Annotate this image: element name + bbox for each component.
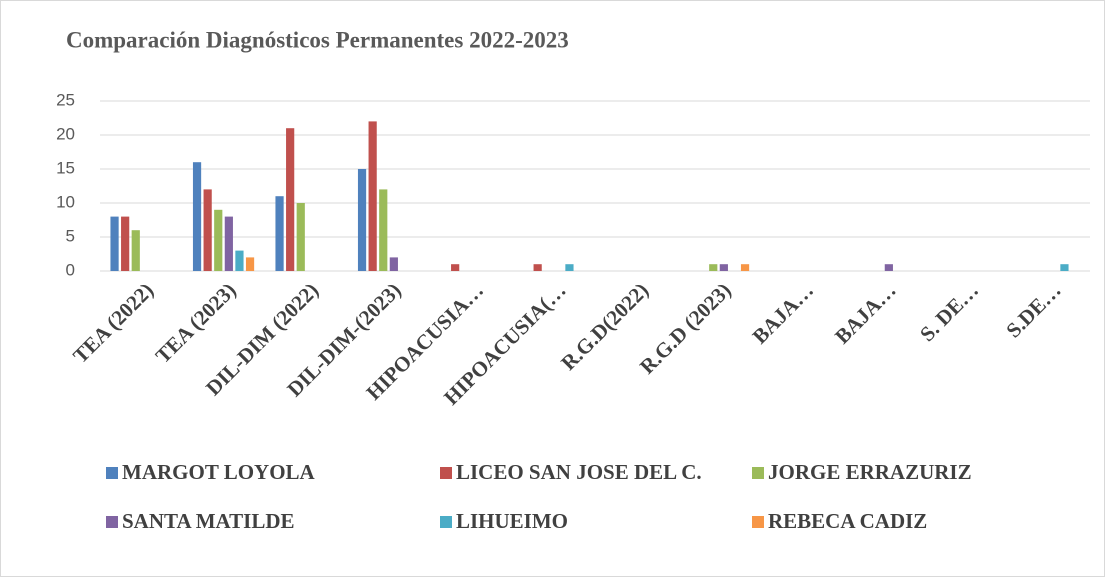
legend-label: MARGOT LOYOLA	[122, 460, 316, 484]
y-tick-label: 5	[66, 226, 75, 245]
bar	[296, 203, 305, 271]
legend-swatch	[752, 467, 764, 479]
bar	[389, 257, 398, 271]
bar	[533, 264, 542, 271]
bar	[451, 264, 460, 271]
bar	[275, 196, 284, 271]
legend-swatch	[440, 516, 452, 528]
y-tick-label: 0	[66, 260, 75, 279]
bar	[709, 264, 718, 271]
bar	[719, 264, 728, 271]
bar	[235, 250, 244, 271]
y-tick-label: 10	[56, 192, 75, 211]
bar	[368, 121, 377, 272]
legend-label: SANTA MATILDE	[122, 509, 295, 533]
legend-swatch	[440, 467, 452, 479]
bar	[110, 216, 119, 271]
legend-swatch	[752, 516, 764, 528]
legend-label: JORGE ERRAZURIZ	[768, 460, 972, 484]
bar	[131, 230, 140, 271]
bar	[357, 169, 367, 271]
y-tick-label: 20	[56, 124, 75, 143]
bar	[121, 216, 130, 271]
legend-label: LICEO SAN JOSE DEL C.	[456, 460, 702, 484]
bar	[740, 264, 750, 271]
bar	[203, 189, 212, 271]
bar	[224, 216, 233, 271]
legend-swatch	[106, 516, 118, 528]
bar	[379, 189, 388, 271]
bar	[1060, 264, 1069, 271]
bar	[565, 264, 574, 271]
legend-label: LIHUEIMO	[456, 509, 568, 533]
bar	[884, 264, 893, 271]
bar	[245, 257, 255, 271]
bar	[192, 162, 202, 271]
legend-swatch	[106, 467, 118, 479]
bar	[286, 128, 295, 271]
bar	[214, 209, 223, 271]
y-tick-label: 15	[56, 158, 75, 177]
y-tick-label: 25	[56, 90, 75, 109]
legend-label: REBECA CADIZ	[768, 509, 927, 533]
chart-title: Comparación Diagnósticos Permanentes 202…	[66, 27, 569, 52]
